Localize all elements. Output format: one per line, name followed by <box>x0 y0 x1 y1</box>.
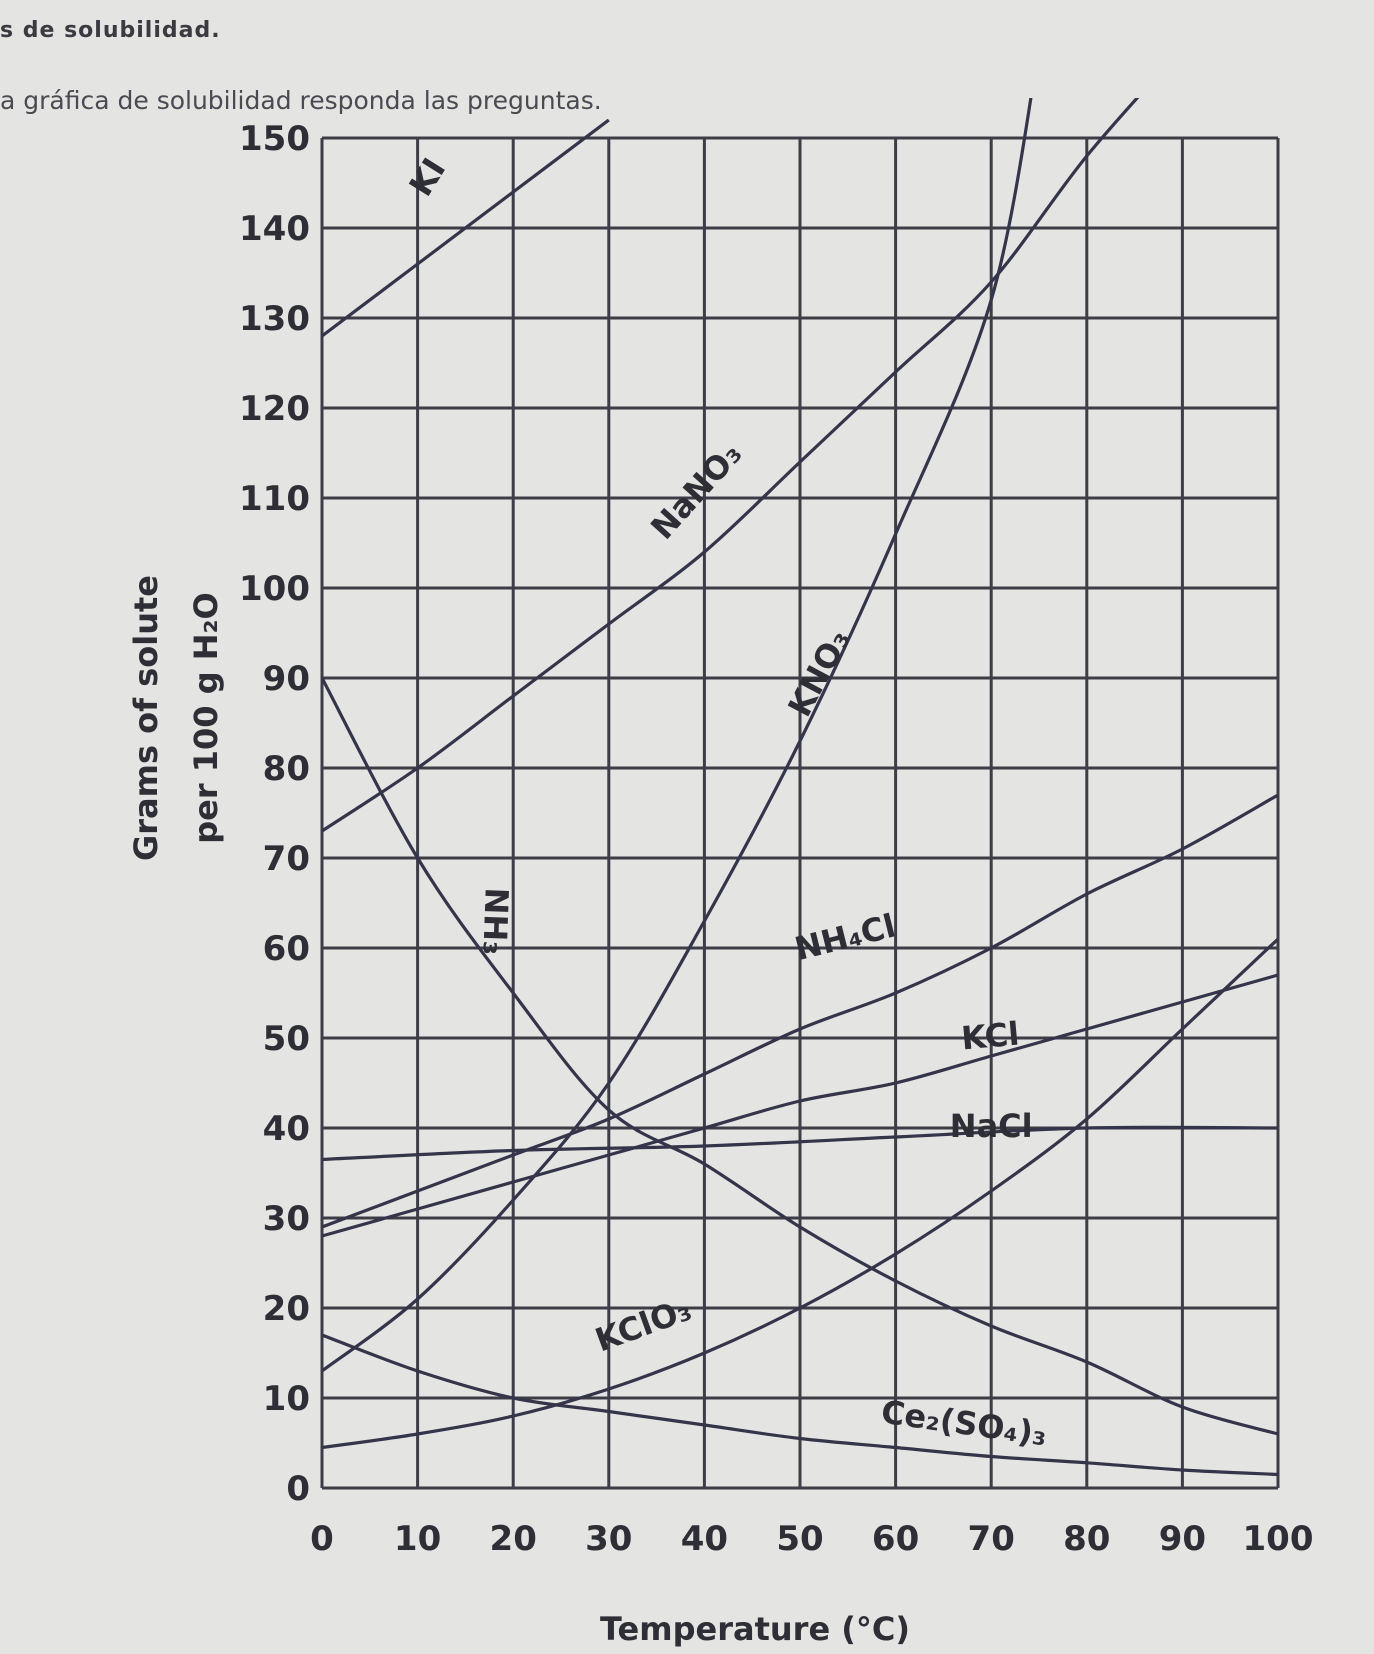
curve-ce2-so4-3 <box>322 1333 1278 1477</box>
series-label-nano3: NaNO₃ <box>643 435 749 547</box>
y-tick-label: 20 <box>263 1289 310 1329</box>
page-instruction: a gráfica de solubilidad responda las pr… <box>0 86 602 115</box>
series-label-ki: KI <box>402 152 454 203</box>
curve-nh3 <box>322 677 1278 1436</box>
curve-ki <box>322 118 610 338</box>
y-tick-label: 130 <box>239 299 310 339</box>
chart-grid <box>320 136 1280 1490</box>
y-tick-label: 80 <box>263 749 310 789</box>
curve-kclo3 <box>322 937 1278 1450</box>
y-tick-label: 10 <box>263 1379 310 1419</box>
x-tick-label: 10 <box>394 1519 441 1559</box>
y-tick-label: 150 <box>239 119 310 159</box>
series-label-nh4cl: NH₄Cl <box>791 907 899 969</box>
curve-nacl <box>322 1125 1278 1162</box>
y-axis-title-line2: per 100 g H₂O <box>187 592 225 844</box>
series-labels: KI NaNO₃ KNO₃ NH₃ NH₄Cl KCl NaCl KClO₃ Ce₂(SO₄)₃ <box>402 152 1050 1454</box>
curve-kcl <box>322 973 1278 1238</box>
x-tick-label: 30 <box>585 1519 632 1559</box>
x-tick-label: 40 <box>681 1519 728 1559</box>
page-heading: s de solubilidad. <box>0 18 221 43</box>
x-tick-label: 70 <box>968 1519 1015 1559</box>
y-tick-label: 140 <box>239 209 310 249</box>
y-tick-label: 120 <box>239 389 310 429</box>
series-label-kno3: KNO₃ <box>780 623 857 723</box>
x-tick-labels: 0 10 20 30 40 50 60 70 80 90 100 <box>310 1519 1313 1559</box>
x-tick-label: 60 <box>872 1519 919 1559</box>
curve-kno3 <box>322 98 1033 1373</box>
y-tick-label: 0 <box>286 1469 310 1509</box>
y-tick-labels: 0 10 20 30 40 50 60 70 80 90 100 110 120 130 140 150 <box>239 119 310 1509</box>
curve-nano3 <box>322 98 1140 833</box>
y-tick-label: 110 <box>239 479 310 519</box>
series-label-kclo3: KClO₃ <box>590 1290 696 1360</box>
series-label-nacl: NaCl <box>950 1107 1033 1145</box>
chart-curves <box>322 98 1278 1477</box>
y-tick-label: 70 <box>263 839 310 879</box>
x-tick-label: 80 <box>1063 1519 1110 1559</box>
x-tick-label: 50 <box>776 1519 823 1559</box>
x-tick-label: 90 <box>1159 1519 1206 1559</box>
x-tick-label: 100 <box>1243 1519 1314 1559</box>
y-tick-label: 40 <box>263 1109 310 1149</box>
series-label-kcl: KCl <box>960 1015 1021 1058</box>
y-tick-label: 100 <box>239 569 310 609</box>
curve-nh4cl <box>322 793 1278 1229</box>
y-tick-label: 90 <box>263 659 310 699</box>
series-label-nh3: NH₃ <box>475 887 515 956</box>
x-tick-label: 20 <box>490 1519 537 1559</box>
y-tick-label: 50 <box>263 1019 310 1059</box>
x-axis-title: Temperature (°C) <box>600 1610 910 1648</box>
series-label-ce2-so4-3: Ce₂(SO₄)₃ <box>879 1393 1049 1454</box>
y-axis-title-line1: Grams of solute <box>127 575 165 861</box>
x-tick-label: 0 <box>310 1519 334 1559</box>
y-tick-label: 30 <box>263 1199 310 1239</box>
y-tick-label: 60 <box>263 929 310 969</box>
